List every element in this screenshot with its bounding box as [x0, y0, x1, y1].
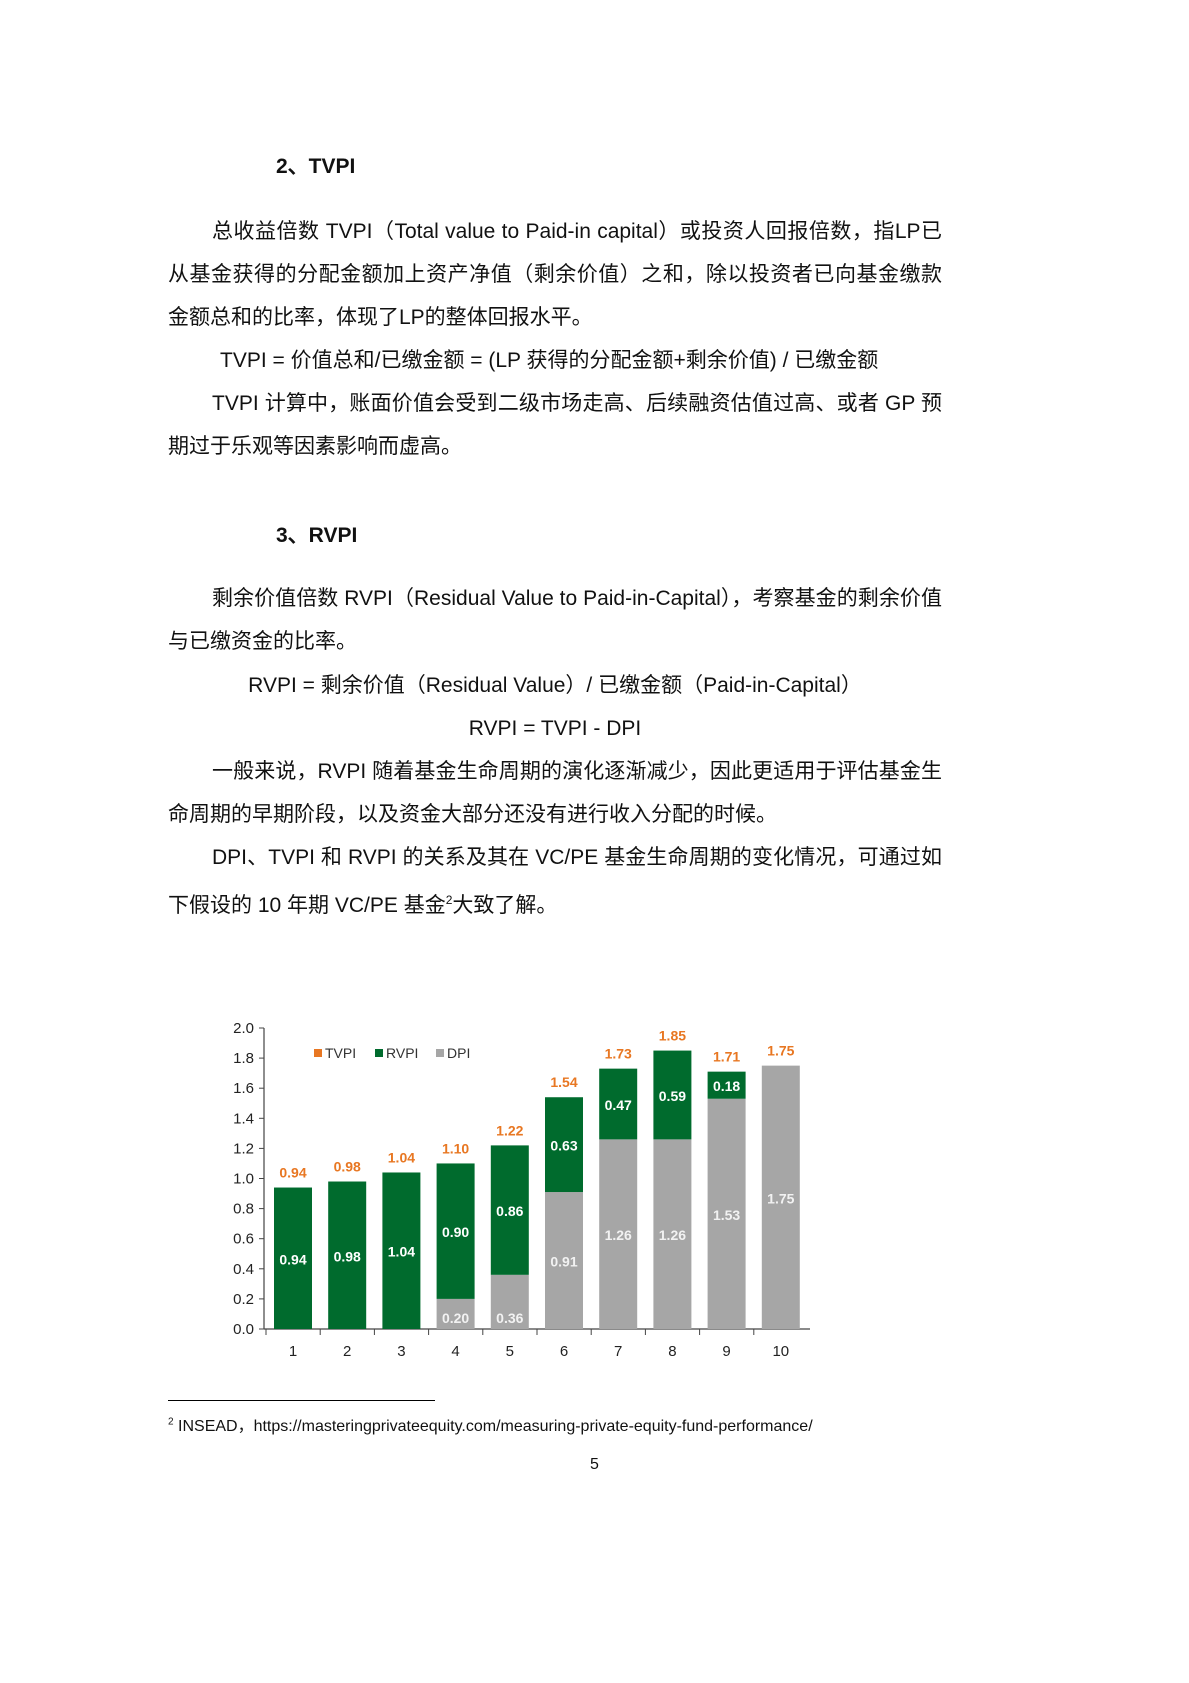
paragraph-text: 大致了解。: [452, 894, 558, 917]
data-label-rvpi: 0.86: [496, 1203, 523, 1219]
data-label-rvpi: 0.98: [334, 1248, 361, 1264]
legend-swatch-tvpi: [314, 1049, 322, 1057]
y-tick-label: 0.4: [233, 1261, 254, 1278]
data-label-dpi: 0.36: [496, 1310, 523, 1326]
paragraph: TVPI 计算中，账面价值会受到二级市场走高、后续融资估值过高、或者 GP 预期…: [168, 392, 942, 458]
section-heading: 3、RVPI: [276, 524, 358, 547]
y-tick-label: 0.8: [233, 1201, 254, 1218]
data-label-rvpi: 0.18: [713, 1078, 740, 1094]
footnote-mark: 2: [168, 1416, 174, 1428]
formula: TVPI = 价值总和/已缴金额 = (LP 获得的分配金额+剩余价值) / 已…: [220, 349, 879, 372]
data-label-rvpi: 0.59: [659, 1088, 686, 1104]
footnote-ref[interactable]: 2: [445, 893, 453, 907]
bar-rvpi: [436, 1163, 475, 1299]
footnote-divider: [168, 1400, 435, 1401]
legend-label-tvpi: TVPI: [325, 1045, 356, 1061]
x-tick-label: 4: [451, 1343, 459, 1360]
y-tick-label: 1.0: [233, 1171, 254, 1188]
footnote-text: INSEAD，https://masteringprivateequity.co…: [178, 1418, 813, 1435]
paragraph: DPI、TVPI 和 RVPI 的关系及其在 VC/PE 基金生命周期的变化情况…: [168, 836, 942, 927]
data-label-dpi: 1.26: [659, 1227, 686, 1243]
y-tick-label: 0.6: [233, 1231, 254, 1248]
footnote: 2 INSEAD，https://masteringprivateequity.…: [168, 1412, 813, 1436]
bar-rvpi: [382, 1172, 421, 1329]
x-tick-label: 2: [343, 1343, 351, 1360]
bar-rvpi: [328, 1181, 367, 1329]
data-label-dpi: 1.75: [767, 1190, 794, 1206]
data-label-rvpi: 0.90: [442, 1224, 469, 1240]
legend-label-dpi: DPI: [447, 1045, 470, 1061]
data-label-tvpi: 0.94: [279, 1165, 306, 1181]
bar-rvpi: [653, 1050, 692, 1140]
data-label-tvpi: 1.75: [767, 1043, 794, 1059]
paragraph: 总收益倍数 TVPI（Total value to Paid-in capita…: [168, 220, 942, 329]
paragraph: 剩余价值倍数 RVPI（Residual Value to Paid-in-Ca…: [168, 587, 942, 653]
data-label-dpi: 1.53: [713, 1207, 740, 1223]
formula: RVPI = 剩余价值（Residual Value）/ 已缴金额（Paid-i…: [248, 674, 862, 697]
y-tick-label: 1.6: [233, 1080, 254, 1097]
data-label-tvpi: 1.85: [659, 1028, 686, 1044]
data-label-dpi: 0.20: [442, 1310, 469, 1326]
x-tick-label: 5: [506, 1343, 514, 1360]
y-tick-label: 1.8: [233, 1050, 254, 1067]
legend-swatch-dpi: [436, 1049, 444, 1057]
x-tick-label: 10: [772, 1343, 789, 1360]
data-label-tvpi: 0.98: [334, 1159, 361, 1175]
bar-dpi: [490, 1274, 529, 1329]
data-label-rvpi: 0.94: [279, 1251, 306, 1267]
bar-rvpi: [274, 1187, 312, 1329]
data-label-tvpi: 1.04: [388, 1149, 415, 1165]
x-tick-label: 9: [722, 1343, 730, 1360]
bar-dpi: [545, 1192, 583, 1329]
y-tick-label: 0.2: [233, 1291, 254, 1308]
bar-dpi: [599, 1139, 638, 1329]
bar-rvpi: [599, 1068, 638, 1140]
x-tick-label: 1: [289, 1343, 297, 1360]
x-tick-label: 7: [614, 1343, 622, 1360]
data-label-tvpi: 1.10: [442, 1140, 469, 1156]
data-label-rvpi: 1.04: [388, 1244, 415, 1260]
formula: RVPI = TVPI - DPI: [468, 717, 642, 740]
y-tick-label: 1.4: [233, 1110, 254, 1127]
stacked-bar-chart: 0.0 0.2 0.4 0.6 0.8 1.0 1.2 1.4 1.6 1.8 2.0 1 0.94 0.…: [233, 1020, 810, 1360]
bar-rvpi: [545, 1097, 583, 1193]
bar-dpi: [436, 1298, 475, 1329]
data-label-rvpi: 0.63: [550, 1138, 577, 1154]
data-label-dpi: 1.26: [605, 1227, 632, 1243]
legend-label-rvpi: RVPI: [386, 1045, 418, 1061]
bar-dpi: [761, 1065, 800, 1329]
x-tick-label: 6: [560, 1343, 568, 1360]
data-label-tvpi: 1.22: [496, 1122, 523, 1138]
section-heading: 2、TVPI: [276, 155, 356, 178]
x-tick-label: 3: [397, 1343, 405, 1360]
data-label-tvpi: 1.54: [550, 1074, 577, 1090]
paragraph-text: DPI、TVPI 和 RVPI 的关系及其在 VC/PE 基金生命周期的变化情况…: [168, 846, 942, 917]
page-number: 5: [590, 1456, 599, 1473]
y-tick-label: 2.0: [233, 1020, 254, 1037]
bar-rvpi: [707, 1071, 746, 1099]
bar-dpi: [653, 1139, 692, 1329]
x-tick-label: 8: [668, 1343, 676, 1360]
legend-swatch-rvpi: [375, 1049, 383, 1057]
y-tick-label: 1.2: [233, 1140, 254, 1157]
y-tick-label: 0.0: [233, 1321, 254, 1338]
paragraph: 一般来说，RVPI 随着基金生命周期的演化逐渐减少，因此更适用于评估基金生命周期…: [168, 760, 942, 826]
bar-dpi: [707, 1098, 746, 1329]
data-label-tvpi: 1.71: [713, 1049, 740, 1065]
bar-rvpi: [490, 1145, 529, 1275]
data-label-dpi: 0.91: [550, 1254, 577, 1270]
data-label-rvpi: 0.47: [605, 1097, 632, 1113]
data-label-tvpi: 1.73: [605, 1046, 632, 1062]
